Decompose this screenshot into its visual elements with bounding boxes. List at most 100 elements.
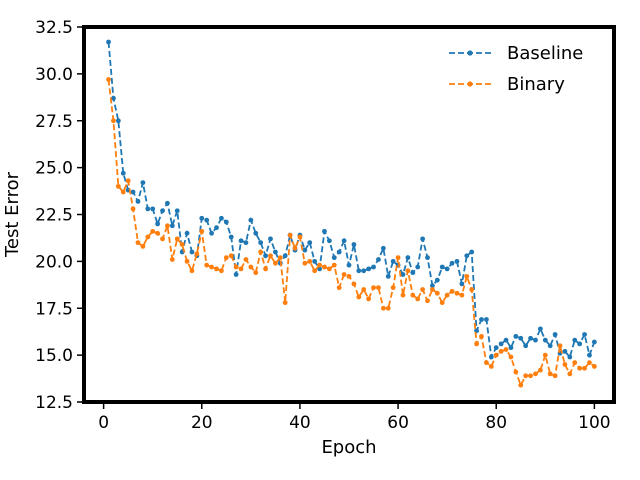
y-tick-label: 32.5: [35, 18, 73, 38]
data-point-binary: [179, 242, 185, 247]
data-point-baseline: [155, 221, 161, 227]
data-point-baseline: [282, 253, 288, 259]
data-point-baseline: [484, 317, 489, 322]
data-point-binary: [228, 253, 234, 259]
x-axis-label: Epoch: [321, 437, 376, 458]
y-tick-label: 27.5: [35, 112, 73, 132]
data-point-baseline: [351, 242, 357, 247]
data-point-binary: [537, 367, 543, 373]
y-axis-label: Test Error: [2, 171, 23, 258]
data-point-binary: [287, 232, 293, 238]
data-point-binary: [449, 288, 455, 294]
data-point-baseline: [174, 208, 180, 214]
legend-label-baseline: Baseline: [507, 43, 583, 64]
data-point-baseline: [567, 354, 573, 360]
data-point-binary: [518, 382, 524, 388]
y-tick-label: 22.5: [35, 206, 73, 226]
data-point-binary: [150, 228, 156, 234]
data-point-binary: [513, 369, 519, 375]
data-point-binary: [376, 285, 381, 291]
data-point-binary: [366, 296, 372, 302]
data-point-baseline: [199, 215, 205, 221]
data-point-baseline: [233, 272, 239, 277]
x-tick-label: 60: [387, 413, 409, 433]
data-point-binary: [582, 365, 587, 371]
data-point-baseline: [130, 189, 136, 195]
data-point-binary: [204, 262, 210, 268]
data-point-binary: [111, 118, 116, 124]
data-point-binary: [238, 266, 244, 272]
data-point-binary: [410, 292, 416, 298]
series-line-baseline: [107, 41, 596, 360]
data-point-baseline: [140, 180, 146, 186]
data-point-baseline: [415, 264, 421, 270]
data-point-binary: [292, 245, 298, 251]
data-point-baseline: [214, 225, 219, 231]
data-point-binary: [258, 249, 264, 255]
data-point-baseline: [439, 264, 445, 270]
data-point-binary: [174, 236, 180, 242]
data-point-binary: [165, 223, 170, 229]
data-point-binary: [214, 266, 219, 272]
data-point-baseline: [591, 339, 597, 345]
data-point-binary: [390, 285, 396, 291]
data-point-binary: [160, 236, 165, 242]
data-point-baseline: [562, 348, 568, 354]
data-point-binary: [420, 287, 426, 292]
data-point-binary: [268, 253, 273, 259]
data-point-binary: [135, 240, 141, 246]
data-point-binary: [577, 365, 583, 371]
data-point-binary: [253, 270, 259, 276]
data-point-binary: [498, 348, 504, 354]
data-point-baseline: [518, 335, 524, 341]
data-point-binary: [425, 298, 430, 304]
data-point-baseline: [135, 198, 141, 204]
y-tick-label: 15.0: [35, 346, 73, 366]
data-point-baseline: [263, 253, 268, 259]
data-point-baseline: [145, 206, 151, 212]
data-point-binary: [189, 268, 195, 274]
data-point-binary: [209, 264, 214, 270]
data-point-baseline: [228, 234, 234, 240]
data-point-baseline: [184, 230, 190, 236]
data-point-baseline: [331, 255, 337, 261]
data-point-baseline: [488, 354, 494, 360]
data-point-baseline: [120, 170, 126, 176]
data-point-baseline: [302, 247, 308, 253]
plot-series: [106, 39, 597, 388]
data-point-baseline: [390, 258, 396, 264]
data-point-binary: [474, 341, 479, 347]
series-binary: [106, 77, 597, 388]
data-point-binary: [484, 360, 489, 366]
data-point-binary: [322, 264, 327, 270]
data-point-baseline: [272, 249, 278, 255]
data-point-baseline: [189, 249, 195, 255]
data-point-binary: [547, 371, 553, 377]
data-point-binary: [326, 266, 332, 272]
data-point-binary: [346, 273, 352, 279]
data-point-binary: [528, 373, 533, 379]
y-axis-ticks: 12.5 15.0 17.5 20.0 22.5 25.0 27.5 30.0 32.5: [35, 18, 84, 413]
data-point-binary: [243, 257, 249, 262]
data-point-baseline: [243, 240, 249, 246]
data-point-binary: [302, 260, 308, 266]
data-point-baseline: [582, 332, 587, 337]
data-point-baseline: [503, 337, 509, 343]
data-point-binary: [307, 258, 313, 264]
data-point-baseline: [587, 352, 592, 358]
data-point-binary: [508, 354, 514, 360]
data-point-baseline: [268, 236, 273, 242]
data-point-baseline: [356, 268, 362, 274]
data-point-baseline: [361, 268, 367, 274]
data-point-binary: [469, 287, 475, 292]
data-point-binary: [587, 360, 592, 366]
data-point-baseline: [106, 39, 111, 45]
data-point-binary: [331, 262, 337, 268]
legend-label-binary: Binary: [507, 74, 565, 95]
data-point-baseline: [307, 240, 313, 246]
data-point-baseline: [508, 345, 514, 351]
data-point-baseline: [430, 283, 435, 289]
data-point-binary: [361, 287, 367, 292]
data-point-binary: [479, 333, 484, 339]
